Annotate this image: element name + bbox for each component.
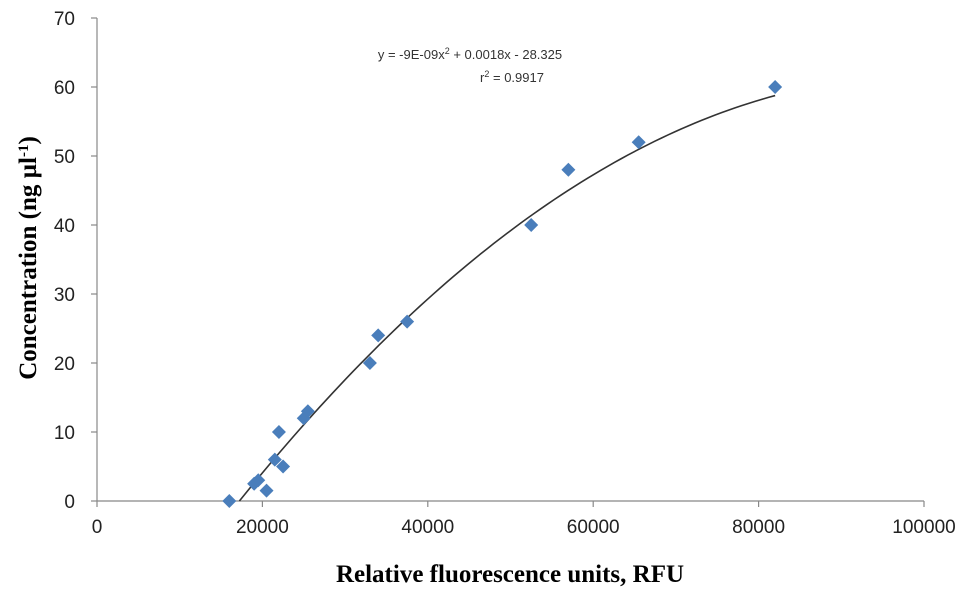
r-squared-label: r2 = 0.9917 — [480, 69, 544, 85]
data-point — [371, 328, 386, 343]
data-point — [524, 218, 539, 232]
axes — [96, 18, 924, 502]
y-tick-label: 60 — [54, 78, 75, 99]
x-tick-label: 100000 — [892, 517, 955, 538]
data-point — [271, 425, 286, 439]
y-tick-label: 40 — [54, 216, 75, 237]
data-point — [251, 473, 266, 488]
data-points — [222, 80, 783, 508]
y-tick-label: 10 — [54, 423, 75, 444]
y-tick-label: 50 — [54, 147, 75, 168]
trendline-equation: y = -9E-09x2 + 0.0018x - 28.325 — [378, 46, 562, 62]
y-tick-label: 70 — [54, 9, 75, 30]
data-point — [631, 135, 646, 150]
x-tick-label: 20000 — [236, 517, 289, 538]
ticks: 0 10 20 30 40 50 60 70 0 20000 40000 60000 80000 1000… — [54, 9, 956, 538]
x-tick-label: 0 — [92, 517, 103, 538]
x-tick-label: 40000 — [401, 517, 454, 538]
trendline-group — [238, 94, 776, 502]
y-axis-title: Concentration (ng µl-1) — [15, 136, 42, 380]
data-point — [276, 459, 291, 474]
data-point — [768, 80, 783, 94]
data-point — [400, 314, 415, 329]
data-point — [222, 494, 237, 508]
data-point — [561, 162, 576, 177]
y-tick-label: 20 — [54, 354, 75, 375]
y-tick-label: 0 — [64, 492, 75, 513]
data-point — [362, 356, 377, 370]
x-tick-label: 60000 — [567, 517, 620, 538]
y-tick-label: 30 — [54, 285, 75, 306]
x-tick-label: 80000 — [732, 517, 785, 538]
data-point — [300, 404, 315, 419]
x-axis-title: Relative fluorescence units, RFU — [336, 561, 684, 588]
trendline — [238, 94, 776, 502]
data-point — [259, 483, 274, 498]
data-point — [267, 452, 282, 467]
